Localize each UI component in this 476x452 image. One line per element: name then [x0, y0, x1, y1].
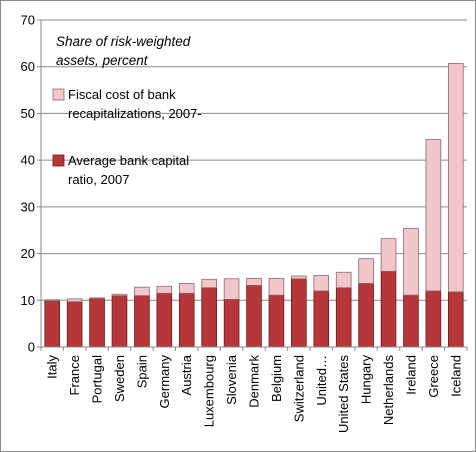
x-category-label: Hungary: [359, 355, 374, 405]
x-category-label: Luxembourg: [202, 355, 217, 427]
x-category-label: Sweden: [112, 355, 127, 402]
legend-swatch-fiscal-cost: [52, 88, 65, 101]
bar-fiscal-cost-8: [201, 278, 217, 289]
bar-fiscal-cost-15: [358, 258, 374, 284]
bar-capital-ratio-16: [380, 270, 397, 348]
x-category-label: Denmark: [247, 355, 262, 408]
bar-capital-ratio-10: [246, 284, 262, 348]
y-tick-label: 70: [21, 13, 35, 28]
bar-fiscal-cost-18: [425, 139, 442, 292]
y-axis-ticks: 0 10 20 30 40 50 60 70: [21, 13, 41, 355]
annotation-line-1: Share of risk-weighted: [56, 34, 191, 49]
bar-fiscal-cost-2: [66, 298, 83, 303]
bar-fiscal-cost-14: [335, 271, 352, 289]
bar-capital-ratio-7: [178, 292, 195, 348]
bar-capital-ratio-17: [403, 294, 419, 348]
legend-label-capital-ratio-line-1: Average bank capital: [68, 153, 189, 168]
x-axis-category-labels: Italy France Portugal Sweden Spain Germany Aus…: [40, 347, 468, 434]
legend: Fiscal cost of bank recapitalizations, 2…: [52, 87, 202, 187]
bar-fiscal-cost-4: [111, 293, 128, 297]
legend-swatch-capital-ratio: [52, 154, 65, 167]
bar-capital-ratio-5: [134, 295, 150, 348]
x-category-label: Italy: [45, 355, 60, 379]
bar-fiscal-cost-12: [291, 275, 307, 280]
bar-fiscal-cost-16: [380, 238, 397, 272]
y-tick-label: 0: [28, 340, 35, 355]
bar-fiscal-cost-17: [403, 227, 419, 296]
x-category-label: Belgium: [269, 355, 284, 402]
x-category-label: Greece: [426, 355, 441, 398]
y-tick-label: 60: [21, 59, 35, 74]
y-tick-label: 30: [21, 199, 35, 214]
bar-fiscal-cost-11: [268, 277, 285, 296]
x-category-label: Spain: [134, 355, 149, 388]
bar-capital-ratio-12: [291, 278, 307, 348]
bar-fiscal-cost-1: [44, 299, 61, 302]
annotation-line-2: assets, percent: [56, 53, 149, 68]
bar-fiscal-cost-19: [447, 63, 464, 293]
legend-label-fiscal-cost-line-1: Fiscal cost of bank: [68, 87, 176, 102]
bar-capital-ratio-13: [313, 290, 330, 348]
gridlines: [41, 19, 467, 301]
y-tick-label: 10: [21, 293, 35, 308]
bar-capital-ratio-3: [89, 298, 105, 348]
bar-capital-ratio-4: [111, 295, 128, 348]
legend-label-capital-ratio-line-2: ratio, 2007: [68, 172, 129, 187]
x-category-label: Netherlands: [381, 355, 396, 426]
bar-capital-ratio-9: [223, 298, 240, 348]
y-tick-label: 50: [21, 106, 35, 121]
x-category-label: Ireland: [403, 355, 418, 395]
x-category-label: France: [67, 355, 82, 395]
bars: [44, 63, 464, 348]
x-category-label: Germany: [157, 355, 172, 409]
bar-fiscal-cost-9: [223, 278, 240, 300]
bar-capital-ratio-2: [66, 301, 83, 348]
bar-capital-ratio-11: [268, 294, 285, 348]
x-category-label: United States: [336, 355, 351, 434]
x-category-label: Iceland: [448, 355, 463, 397]
legend-label-fiscal-cost-line-2: recapitalizations, 2007-: [68, 106, 202, 121]
x-category-label: Slovenia: [224, 354, 239, 405]
bar-fiscal-cost-7: [178, 283, 195, 294]
bar-fiscal-cost-13: [313, 275, 330, 292]
bar-capital-ratio-18: [425, 290, 442, 348]
bar-capital-ratio-1: [44, 300, 61, 348]
bar-capital-ratio-6: [156, 292, 173, 348]
bar-capital-ratio-8: [201, 287, 217, 348]
bar-fiscal-cost-10: [246, 277, 262, 286]
bar-fiscal-cost-5: [134, 286, 150, 297]
bar-capital-ratio-15: [358, 283, 374, 348]
bar-fiscal-cost-6: [156, 285, 173, 294]
x-category-label: United…: [314, 355, 329, 406]
y-tick-label: 40: [21, 153, 35, 168]
bar-capital-ratio-19: [447, 291, 464, 348]
x-category-label: Switzerland: [291, 355, 306, 422]
x-category-label: Portugal: [90, 355, 105, 404]
y-tick-label: 20: [21, 246, 35, 261]
x-category-label: Austria: [179, 354, 194, 395]
bar-capital-ratio-14: [335, 287, 352, 348]
